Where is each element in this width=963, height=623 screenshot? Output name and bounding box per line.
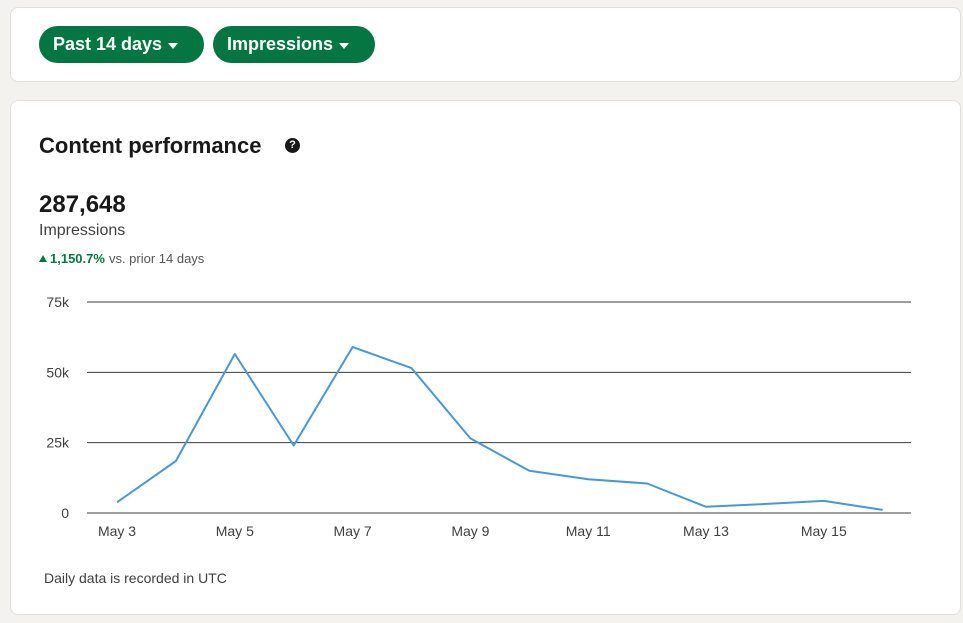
date-range-dropdown[interactable]: Past 14 days: [39, 26, 204, 63]
x-tick-label: May 7: [334, 523, 372, 539]
change-percent: 1,150.7%: [50, 251, 105, 266]
data-point[interactable]: [582, 473, 594, 485]
caret-down-icon: [168, 42, 179, 49]
data-point[interactable]: [288, 439, 300, 451]
data-point[interactable]: [523, 465, 535, 477]
data-point[interactable]: [111, 496, 123, 508]
x-tick-label: May 9: [451, 523, 489, 539]
data-point[interactable]: [877, 504, 889, 516]
data-point[interactable]: [229, 348, 241, 360]
utc-footnote: Daily data is recorded in UTC: [44, 570, 227, 586]
x-tick-label: May 5: [216, 523, 254, 539]
impressions-total: 287,648: [39, 191, 126, 218]
caret-down-icon: [339, 42, 350, 49]
change-summary: 1,150.7% vs. prior 14 days: [39, 251, 204, 266]
up-triangle-icon: [39, 255, 47, 262]
data-point[interactable]: [759, 498, 771, 510]
y-tick-label: 25k: [46, 435, 70, 451]
y-tick-label: 50k: [46, 364, 70, 380]
change-comparison: vs. prior 14 days: [108, 251, 205, 266]
y-axis-ticks: 0 25k 50k 75k: [46, 294, 70, 521]
metric-dropdown[interactable]: Impressions: [213, 26, 375, 63]
data-point[interactable]: [700, 501, 712, 513]
data-point[interactable]: [347, 341, 359, 353]
chart-gridlines: [87, 301, 911, 514]
y-tick-label: 0: [61, 505, 69, 521]
data-point[interactable]: [641, 477, 653, 489]
date-range-label: Past 14 days: [53, 34, 163, 54]
metric-label: Impressions: [227, 34, 334, 54]
x-tick-label: May 11: [566, 523, 611, 539]
y-tick-label: 75k: [46, 294, 70, 310]
filter-bar: Past 14 days Impressions: [10, 7, 961, 82]
data-point[interactable]: [170, 455, 182, 467]
impressions-label: Impressions: [39, 222, 126, 239]
x-tick-label: May 15: [801, 523, 847, 539]
x-tick-label: May 3: [98, 523, 136, 539]
data-point[interactable]: [406, 362, 418, 374]
x-axis-ticks: May 3 May 5 May 7 May 9 May 11 May 13 May 15: [98, 523, 847, 539]
data-point[interactable]: [818, 495, 830, 507]
data-point[interactable]: [464, 432, 476, 444]
chart-series: [111, 341, 889, 516]
help-icon[interactable]: ?: [285, 138, 300, 153]
card-title: Content performance: [39, 133, 262, 158]
impressions-series-line: [116, 346, 883, 511]
x-tick-label: May 13: [683, 523, 729, 539]
content-performance-card: Content performance ? 287,648 Impression…: [10, 100, 961, 615]
